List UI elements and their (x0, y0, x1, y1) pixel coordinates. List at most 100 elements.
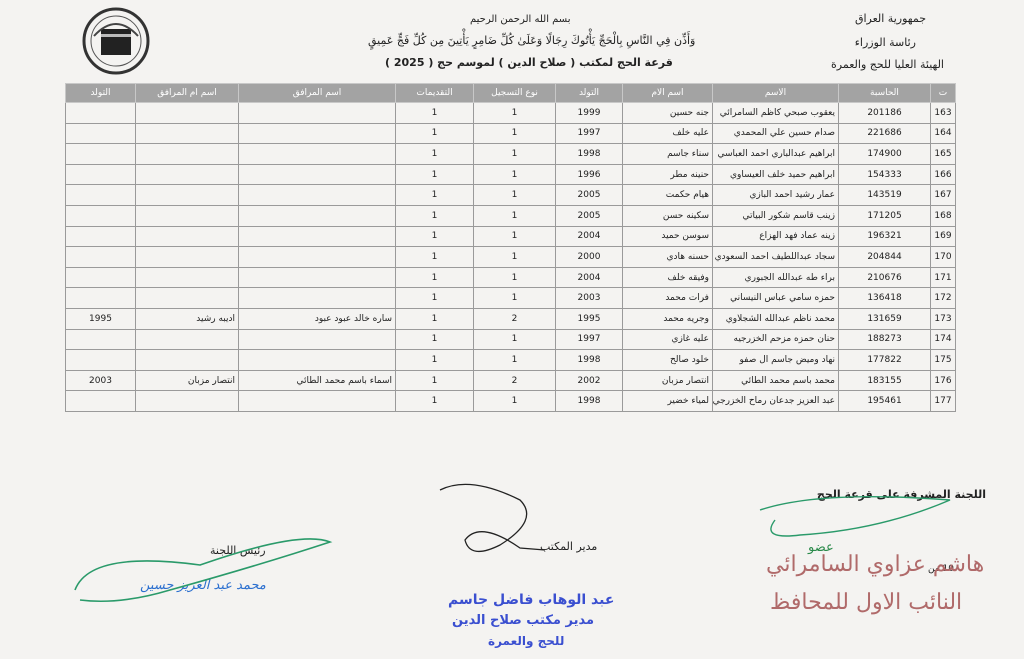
cell: 167 (930, 184, 956, 206)
table-row: 172 136418 حمزه سامي عباس النيساني فرات محم… (65, 287, 956, 309)
doc-title: قرعة الحج لمكتب ( صلاح الدين ) لموسم حج … (385, 56, 673, 69)
cell (135, 328, 239, 351)
cell: سوسن حميد (622, 225, 713, 248)
cell: اسماء باسم محمد الطائي (238, 369, 396, 392)
red-role: النائب الاول للمحافظ (770, 590, 963, 615)
cell: جنه حسين (622, 102, 713, 124)
cell (135, 163, 239, 186)
cell: سجاد عبداللطيف احمد السعودي (712, 246, 839, 268)
cell (65, 204, 136, 227)
cell: 183155 (838, 369, 931, 392)
cell (135, 102, 239, 124)
cell: 1995 (65, 307, 136, 330)
cell: 176 (930, 369, 956, 392)
cell: انتصار مزبان (622, 369, 713, 392)
member: عضو (808, 540, 834, 555)
cell: 1 (395, 307, 474, 330)
column-header: اسم المرافق (238, 83, 396, 103)
cell (135, 184, 239, 206)
cell: انتصار مزبان (135, 369, 239, 392)
cell: 1 (473, 328, 556, 351)
table-row: 176 183155 محمد باسم محمد الطائي انتصار مزب… (65, 369, 956, 392)
cell: 1 (395, 122, 474, 145)
cell: 1 (473, 163, 556, 186)
cell: 174900 (838, 143, 931, 165)
table-row: 170 204844 سجاد عبداللطيف احمد السعودي حسنه… (65, 246, 956, 268)
cell (238, 287, 396, 309)
cell (65, 266, 136, 289)
committee: اللجنة المشرفة على قرعة الحج (816, 488, 986, 501)
cell: 168 (930, 204, 956, 227)
cell (238, 266, 396, 289)
cell: 163 (930, 102, 956, 124)
cell (135, 246, 239, 268)
cell: عليه خلف (622, 122, 713, 145)
cell: 188273 (838, 328, 931, 351)
authority: الهيئة العليا للحج والعمرة (831, 58, 944, 71)
cell: 1 (473, 143, 556, 165)
cell (65, 390, 136, 412)
cell (238, 246, 396, 268)
cell: 2000 (555, 246, 623, 268)
cell: 154333 (838, 163, 931, 186)
cell: 1 (395, 266, 474, 289)
cell: 131659 (838, 307, 931, 330)
cell: 166 (930, 163, 956, 186)
cell: 177822 (838, 349, 931, 371)
column-header: التقديمات (395, 83, 474, 103)
column-header: الحاسبة (838, 83, 931, 103)
data-table: ت الحاسبة الاسم اسم الام التولد نوع التسجيل ال… (65, 83, 956, 412)
stamp-name: عبد الوهاب فاضل جاسم (448, 592, 615, 608)
cell: زينه عماد فهد الهزاع (712, 225, 839, 248)
cell: 1 (473, 266, 556, 289)
cell (65, 225, 136, 248)
verse: وَأَذِّن فِي النَّاسِ بِالْحَجِّ يَأْتُو… (368, 34, 696, 47)
cell: 1995 (555, 307, 623, 330)
cell (238, 225, 396, 248)
cell (65, 246, 136, 268)
cell: 136418 (838, 287, 931, 309)
office-manager: مدير المكتب (540, 540, 598, 553)
table-row: 173 131659 محمد ناظم عبدالله الشجلاوي وجريه… (65, 307, 956, 330)
cell (135, 225, 239, 248)
cell: 1 (395, 225, 474, 248)
cell: 1 (473, 102, 556, 124)
column-header: ت (930, 83, 956, 103)
cell: 1998 (555, 143, 623, 165)
table-row: 164 221686 صدام حسين علي المحمدي عليه خلف 19… (65, 122, 956, 145)
table-row: 167 143519 عمار رشيد احمد البازي هيام حكمت 2… (65, 184, 956, 206)
cell (238, 390, 396, 412)
cell: 1998 (555, 390, 623, 412)
cell (135, 349, 239, 371)
cell: 173 (930, 307, 956, 330)
cell: 1 (395, 349, 474, 371)
cell: 2003 (555, 287, 623, 309)
cell: 221686 (838, 122, 931, 145)
cell: 1 (395, 287, 474, 309)
cell: 1 (473, 246, 556, 268)
cell (135, 122, 239, 145)
ministry: رئاسة الوزراء (854, 36, 916, 49)
cell: 2004 (555, 225, 623, 248)
table-row: 165 174900 ابراهيم عبدالباري احمد العباسي س… (65, 143, 956, 165)
cell: 2003 (65, 369, 136, 392)
cell: عمار رشيد احمد البازي (712, 184, 839, 206)
cell (238, 204, 396, 227)
cell: 164 (930, 122, 956, 145)
logo (82, 7, 150, 75)
cell: عليه غازي (622, 328, 713, 351)
stamp-org: للحج والعمرة (488, 634, 565, 648)
cell: 195461 (838, 390, 931, 412)
cell (135, 287, 239, 309)
table-row: 169 196321 زينه عماد فهد الهزاع سوسن حميد 20… (65, 225, 956, 248)
cell (65, 143, 136, 165)
cell (238, 163, 396, 186)
cell (238, 349, 396, 371)
cell: 1 (395, 143, 474, 165)
cell: 1 (473, 184, 556, 206)
cell: 2 (473, 369, 556, 392)
cell: 171 (930, 266, 956, 289)
cell: نهاد وميض جاسم ال صفو (712, 349, 839, 371)
page-number: 10 من (928, 564, 954, 574)
